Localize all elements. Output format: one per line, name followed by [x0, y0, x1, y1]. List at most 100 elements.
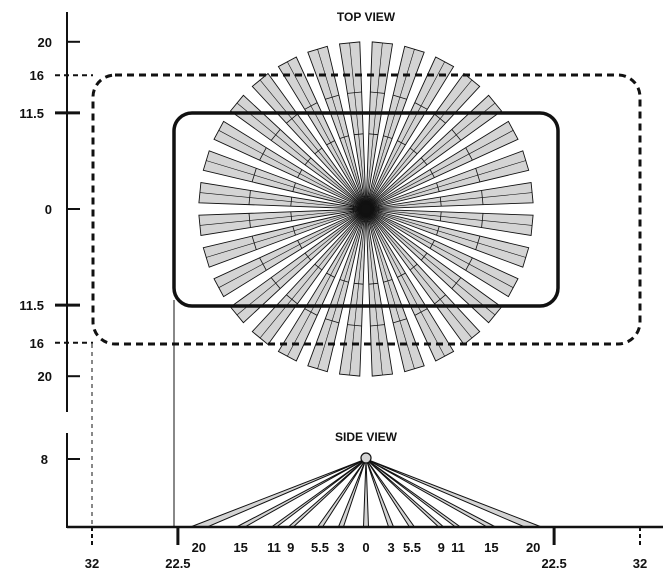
spoke-segment: [290, 197, 293, 207]
spoke-segment: [368, 282, 378, 285]
spoke-segment: [414, 308, 428, 316]
bottom-axis-tick: 22.5: [165, 527, 191, 571]
side-x-label: 11: [451, 540, 465, 555]
spoke: [338, 208, 367, 377]
y-tick: 20: [38, 369, 80, 384]
spoke: [202, 208, 367, 268]
spoke-segment: [451, 129, 462, 141]
spoke-segment: [420, 157, 428, 166]
spoke-centerline: [365, 208, 514, 289]
top-view-title: TOP VIEW: [337, 10, 396, 24]
bottom-axis-label: 22.5: [165, 556, 190, 571]
spoke-segment: [465, 257, 473, 271]
y-tick-label: 16: [30, 336, 44, 351]
spoke-segment: [465, 147, 473, 161]
spoke-segment: [434, 113, 446, 124]
spoke: [229, 208, 367, 324]
spoke-segment: [325, 318, 340, 324]
side-x-label: 15: [233, 540, 247, 555]
spoke-segment: [439, 197, 442, 207]
spoke-segment: [270, 129, 281, 141]
spoke-segment: [304, 252, 312, 261]
side-x-label: 15: [484, 540, 498, 555]
side-x-label: 3: [387, 540, 394, 555]
spoke-segment: [429, 169, 435, 178]
spoke-segment: [339, 279, 349, 283]
sensor-side: [360, 452, 372, 464]
bottom-axis: 32 22.5 22.5 32: [85, 527, 647, 571]
spoke-centerline: [218, 129, 367, 210]
bottom-axis-label: 22.5: [541, 556, 566, 571]
side-ray: [362, 458, 370, 528]
spoke: [198, 208, 367, 237]
bottom-axis-tick: 22.5: [541, 527, 567, 571]
spoke: [251, 72, 367, 210]
spoke-segment: [259, 147, 267, 161]
spoke-segment: [251, 235, 257, 250]
spoke-centerline: [236, 208, 367, 316]
y-tick-label: 20: [38, 35, 52, 50]
spoke-segment: [429, 240, 435, 249]
spoke-centerline: [365, 192, 533, 210]
spoke-segment: [290, 211, 293, 221]
side-view-fan: [190, 458, 542, 528]
spoke-centerline: [365, 208, 383, 376]
spoke-segment: [392, 318, 407, 324]
side-ray: [190, 458, 367, 528]
spoke: [365, 150, 530, 210]
spoke: [365, 45, 425, 210]
spoke: [202, 150, 367, 210]
spoke: [277, 56, 367, 210]
spoke-centerline: [365, 208, 446, 357]
side-x-label: 9: [438, 540, 445, 555]
spoke-segment: [326, 272, 335, 278]
spoke-segment: [292, 226, 296, 236]
spoke-centerline: [365, 208, 415, 370]
spoke-centerline: [286, 208, 367, 357]
spoke: [365, 72, 481, 210]
spoke-centerline: [365, 61, 446, 210]
spoke-segment: [397, 140, 406, 146]
side-view-y-label: 8: [41, 452, 48, 467]
y-tick: 0: [45, 202, 80, 217]
spoke-segment: [314, 147, 323, 155]
spoke-segment: [297, 240, 303, 249]
spoke-centerline: [259, 79, 367, 210]
spoke: [365, 208, 503, 324]
y-tick: 11.5: [19, 106, 80, 121]
spoke-segment: [286, 113, 298, 124]
side-x-label: 9: [287, 540, 294, 555]
spoke-segment: [347, 91, 362, 94]
spoke-segment: [409, 263, 418, 271]
y-tick: 11.5: [19, 298, 80, 313]
spoke: [365, 94, 503, 210]
spoke-pattern: [198, 41, 534, 377]
spoke-segment: [409, 147, 418, 155]
spoke-segment: [354, 133, 364, 136]
spoke-centerline: [317, 208, 367, 370]
spoke-segment: [326, 140, 335, 146]
spoke-segment: [420, 252, 428, 261]
spoke: [365, 41, 394, 210]
spoke: [213, 120, 367, 210]
side-x-label: 3: [337, 540, 344, 555]
spoke: [365, 56, 455, 210]
spoke: [213, 208, 367, 298]
y-tick: 16: [30, 68, 93, 83]
spoke-centerline: [365, 79, 473, 210]
spoke-centerline: [205, 208, 367, 258]
spoke-segment: [475, 168, 481, 183]
spoke-centerline: [365, 208, 473, 339]
y-tick-label: 20: [38, 369, 52, 384]
side-x-label: 0: [362, 540, 369, 555]
spoke-centerline: [365, 208, 496, 316]
bottom-axis-tick: 32: [633, 527, 647, 571]
spoke-segment: [286, 294, 298, 305]
spoke: [229, 94, 367, 210]
spoke-segment: [270, 277, 281, 289]
spoke-centerline: [286, 61, 367, 210]
bottom-axis-label: 32: [85, 556, 99, 571]
spoke-segment: [248, 190, 251, 205]
spoke-centerline: [365, 42, 383, 210]
